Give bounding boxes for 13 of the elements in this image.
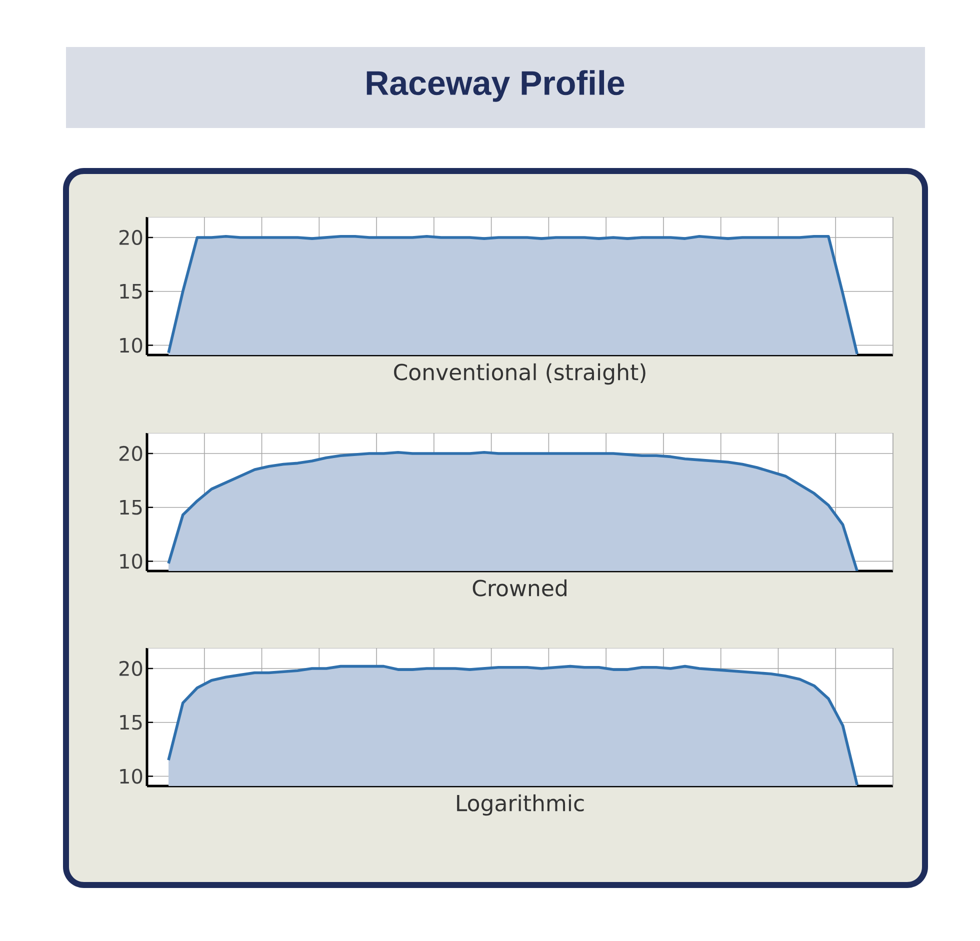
y-tick-label: 20 <box>119 230 142 246</box>
y-tick-label: 15 <box>120 500 142 515</box>
chart-title: Raceway Profile <box>366 70 624 102</box>
y-tick-label: 10 <box>120 338 142 353</box>
y-tick-label: 15 <box>120 284 142 299</box>
y-tick-label: 15 <box>120 714 142 730</box>
y-tick-label: 20 <box>119 660 142 676</box>
y-tick-label: 10 <box>120 554 142 569</box>
x-axis-title: Logarithmic <box>457 794 584 816</box>
x-axis-title: Conventional (straight) <box>394 363 646 385</box>
x-axis-title: Crowned <box>472 579 566 596</box>
y-tick-label: 20 <box>119 446 142 462</box>
y-tick-label: 10 <box>120 768 142 784</box>
